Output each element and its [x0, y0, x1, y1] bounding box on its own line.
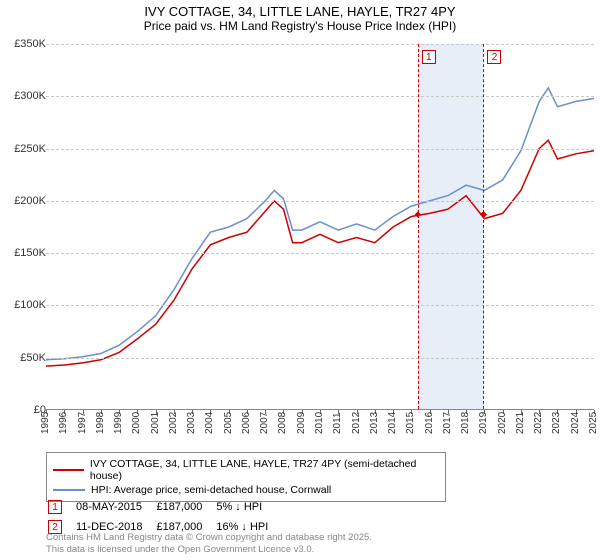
x-tick-label: 2012 — [351, 412, 362, 434]
gridline — [46, 253, 594, 254]
y-tick-label: £0 — [34, 404, 46, 416]
x-tick-label: 2010 — [314, 412, 325, 434]
legend-swatch — [53, 489, 85, 491]
legend-label: HPI: Average price, semi-detached house,… — [91, 484, 331, 496]
event-vline — [483, 44, 484, 409]
event-vline — [418, 44, 419, 409]
footer-line-1: Contains HM Land Registry data © Crown c… — [46, 532, 372, 544]
x-tick-label: 2015 — [405, 412, 416, 434]
x-tick-label: 1999 — [113, 412, 124, 434]
gridline — [46, 305, 594, 306]
x-tick-label: 2011 — [332, 412, 343, 434]
legend-swatch — [53, 469, 84, 471]
y-tick-label: £100K — [14, 299, 46, 311]
footer-attribution: Contains HM Land Registry data © Crown c… — [46, 532, 372, 556]
x-tick-label: 1997 — [77, 412, 88, 434]
x-tick-label: 2014 — [387, 412, 398, 434]
x-tick-label: 2024 — [570, 412, 581, 434]
series-line — [46, 88, 594, 360]
plot-area: 12 — [46, 44, 594, 410]
x-tick-label: 2006 — [241, 412, 252, 434]
y-tick-label: £350K — [14, 38, 46, 50]
y-tick-label: £300K — [14, 90, 46, 102]
chart-title: IVY COTTAGE, 34, LITTLE LANE, HAYLE, TR2… — [0, 0, 600, 19]
x-tick-label: 2022 — [533, 412, 544, 434]
event-price: £187,000 — [156, 498, 214, 516]
legend-item: IVY COTTAGE, 34, LITTLE LANE, HAYLE, TR2… — [53, 457, 439, 483]
legend-label: IVY COTTAGE, 34, LITTLE LANE, HAYLE, TR2… — [90, 458, 439, 482]
x-tick-label: 2017 — [442, 412, 453, 434]
x-tick-label: 2018 — [460, 412, 471, 434]
x-tick-label: 2019 — [478, 412, 489, 434]
y-tick-label: £250K — [14, 143, 46, 155]
y-tick-label: £50K — [20, 352, 46, 364]
x-tick-label: 2004 — [204, 412, 215, 434]
event-marker-badge: 2 — [487, 50, 501, 64]
x-tick-label: 2003 — [186, 412, 197, 434]
x-tick-label: 2021 — [515, 412, 526, 434]
event-delta: 5% ↓ HPI — [216, 498, 280, 516]
event-marker-badge: 1 — [422, 50, 436, 64]
x-tick-label: 2008 — [277, 412, 288, 434]
x-tick-label: 2005 — [223, 412, 234, 434]
x-tick-label: 2001 — [150, 412, 161, 434]
chart-container: IVY COTTAGE, 34, LITTLE LANE, HAYLE, TR2… — [0, 0, 600, 560]
x-tick-label: 1998 — [95, 412, 106, 434]
gridline — [46, 96, 594, 97]
footer-line-2: This data is licensed under the Open Gov… — [46, 544, 372, 556]
y-tick-label: £150K — [14, 247, 46, 259]
x-tick-label: 2023 — [551, 412, 562, 434]
gridline — [46, 44, 594, 45]
x-tick-label: 2020 — [497, 412, 508, 434]
gridline — [46, 149, 594, 150]
x-tick-label: 2000 — [131, 412, 142, 434]
plot-svg — [46, 44, 594, 410]
event-date: 08-MAY-2015 — [76, 498, 154, 516]
x-tick-label: 2016 — [424, 412, 435, 434]
x-tick-label: 2025 — [588, 412, 599, 434]
x-tick-label: 2009 — [296, 412, 307, 434]
x-tick-label: 1996 — [58, 412, 69, 434]
legend: IVY COTTAGE, 34, LITTLE LANE, HAYLE, TR2… — [46, 452, 446, 502]
x-tick-label: 2002 — [168, 412, 179, 434]
gridline — [46, 358, 594, 359]
x-tick-label: 2007 — [259, 412, 270, 434]
gridline — [46, 201, 594, 202]
x-tick-label: 2013 — [369, 412, 380, 434]
event-badge: 1 — [48, 500, 62, 514]
legend-item: HPI: Average price, semi-detached house,… — [53, 483, 439, 497]
event-row: 1 08-MAY-2015£187,0005% ↓ HPI — [48, 498, 280, 516]
x-axis: 1995199619971998199920002001200220032004… — [46, 410, 594, 450]
y-tick-label: £200K — [14, 195, 46, 207]
chart-subtitle: Price paid vs. HM Land Registry's House … — [0, 19, 600, 39]
